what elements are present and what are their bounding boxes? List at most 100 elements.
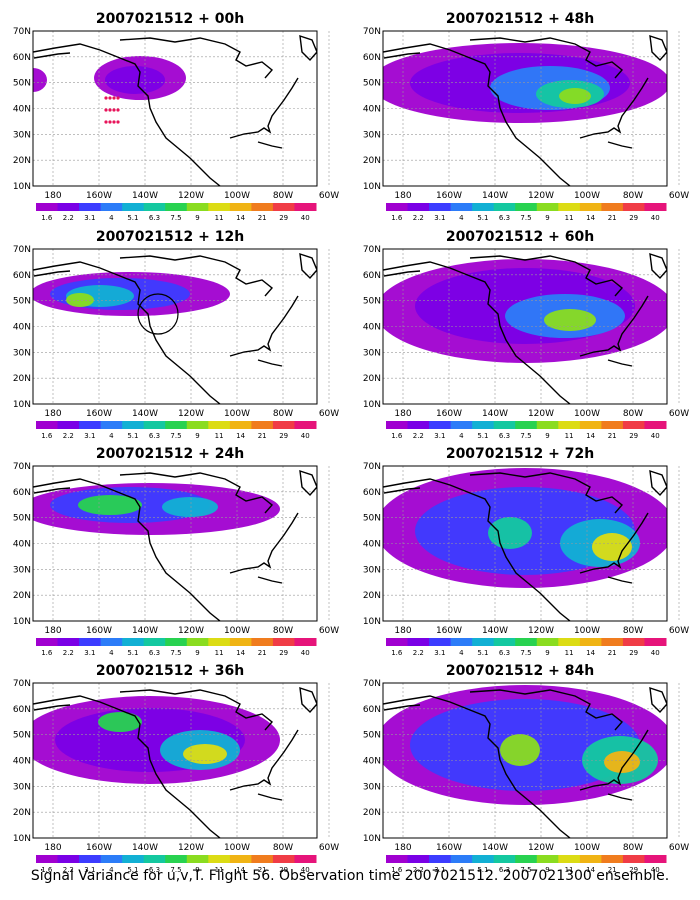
map-frame — [32, 682, 318, 839]
variance-contour — [488, 517, 532, 549]
colorbar-label: 7.5 — [170, 866, 181, 874]
colorbar-label: 7.5 — [520, 866, 531, 874]
colorbar-label: 29 — [279, 214, 288, 222]
variance-contour — [162, 497, 218, 517]
latitude-label: 30N — [13, 782, 31, 792]
map-panel: 2007021512 + 48h 70N 60N 50N 40N 30N 20N 10N 180… — [350, 8, 690, 228]
longitude-label: 60W — [319, 626, 339, 636]
latitude-label: 30N — [363, 782, 381, 792]
longitude-label: 60W — [669, 191, 689, 201]
colorbar-swatch — [536, 638, 559, 646]
colorbar-label: 2.2 — [413, 649, 424, 657]
colorbar-swatch — [251, 638, 274, 646]
colorbar-label: 14 — [236, 649, 245, 657]
colorbar-swatch — [122, 855, 145, 863]
colorbar: 1.6 2.2 3.1 4 5.1 6.3 7.5 9 11 14 21 29 40 — [386, 203, 667, 222]
colorbar-swatch — [601, 855, 624, 863]
colorbar-label: 14 — [586, 866, 595, 874]
colorbar-swatch — [407, 855, 430, 863]
colorbar-label: 29 — [629, 432, 638, 440]
colorbar-swatch — [294, 638, 317, 646]
colorbar-label: 2.2 — [63, 649, 74, 657]
colorbar-label: 3.1 — [434, 432, 445, 440]
colorbar-swatch — [186, 203, 209, 211]
longitude-label: 60W — [669, 843, 689, 853]
colorbar-label: 21 — [608, 649, 617, 657]
colorbar-label: 4 — [459, 649, 464, 657]
colorbar-swatch — [165, 421, 188, 429]
panel-title: 2007021512 + 84h — [446, 663, 594, 679]
colorbar-swatch — [100, 855, 123, 863]
colorbar-label: 6.3 — [149, 214, 160, 222]
colorbar-swatch — [407, 203, 430, 211]
panel-title: 2007021512 + 48h — [446, 11, 594, 27]
latitude-label: 10N — [13, 617, 31, 627]
map-graphic: 2007021512 + 36h 70N 60N 50N 40N 30N 20N 10N 180… — [13, 663, 339, 874]
colorbar-label: 21 — [608, 866, 617, 874]
colorbar-label: 2.2 — [413, 866, 424, 874]
colorbar-label: 6.3 — [149, 866, 160, 874]
colorbar-swatch — [493, 638, 516, 646]
colorbar-swatch — [100, 638, 123, 646]
colorbar-label: 21 — [258, 214, 267, 222]
colorbar-swatch — [558, 855, 581, 863]
colorbar-label: 2.2 — [63, 432, 74, 440]
map-frame — [382, 248, 668, 405]
latitude-label: 70N — [13, 462, 31, 472]
colorbar-swatch — [536, 203, 559, 211]
longitude-label: 100W — [224, 626, 250, 636]
colorbar-label: 2.2 — [63, 214, 74, 222]
colorbar-label: 3.1 — [434, 649, 445, 657]
colorbar-swatch — [186, 855, 209, 863]
latitude-label: 50N — [13, 514, 31, 524]
colorbar-swatch — [429, 203, 452, 211]
colorbar-swatch — [450, 203, 473, 211]
colorbar-label: 7.5 — [170, 214, 181, 222]
colorbar-label: 1.6 — [391, 432, 403, 440]
longitude-label: 120W — [178, 843, 204, 853]
map-graphic: 2007021512 + 72h 70N 60N 50N 40N 30N 20N 10N 180… — [363, 446, 689, 657]
colorbar-swatch — [251, 855, 274, 863]
colorbar-swatch — [272, 855, 295, 863]
colorbar-label: 21 — [258, 432, 267, 440]
colorbar-label: 6.3 — [499, 649, 510, 657]
colorbar-label: 6.3 — [149, 432, 160, 440]
panel-title: 2007021512 + 72h — [446, 446, 594, 462]
map-frame — [382, 465, 668, 622]
colorbar-label: 40 — [651, 649, 660, 657]
longitude-label: 100W — [574, 409, 600, 419]
latitude-label: 70N — [13, 245, 31, 255]
variance-field — [383, 259, 667, 363]
colorbar-label: 9 — [195, 649, 199, 657]
colorbar-swatch — [579, 421, 602, 429]
colorbar-swatch — [644, 203, 667, 211]
colorbar-label: 21 — [608, 214, 617, 222]
colorbar-label: 11 — [215, 649, 224, 657]
latitude-label: 10N — [363, 182, 381, 192]
coastlines — [383, 34, 667, 186]
map-panel: 2007021512 + 12h 70N 60N 50N 40N 30N 20N 10N 180… — [0, 226, 340, 446]
colorbar-swatch — [208, 421, 231, 429]
colorbar-label: 29 — [279, 649, 288, 657]
variance-contour — [33, 68, 47, 92]
coastlines — [383, 252, 667, 404]
latitude-label: 20N — [13, 156, 31, 166]
longitude-label: 120W — [528, 843, 554, 853]
colorbar-swatch — [386, 638, 409, 646]
colorbar-swatch — [622, 203, 645, 211]
colorbar-swatch — [272, 421, 295, 429]
colorbar-swatch — [515, 855, 538, 863]
latitude-label: 40N — [363, 105, 381, 115]
coastlines — [383, 686, 667, 838]
colorbar-label: 11 — [565, 866, 574, 874]
panel-title: 2007021512 + 00h — [96, 11, 244, 27]
colorbar-swatch — [493, 855, 516, 863]
colorbar-swatch — [294, 203, 317, 211]
colorbar: 1.6 2.2 3.1 4 5.1 6.3 7.5 9 11 14 21 29 40 — [36, 855, 317, 874]
map-graphic: 2007021512 + 60h 70N 60N 50N 40N 30N 20N 10N 180… — [363, 229, 689, 440]
colorbar-label: 3.1 — [84, 432, 95, 440]
latitude-label: 60N — [363, 53, 381, 63]
latitude-label: 70N — [363, 245, 381, 255]
latitude-label: 20N — [13, 591, 31, 601]
panel-title: 2007021512 + 24h — [96, 446, 244, 462]
